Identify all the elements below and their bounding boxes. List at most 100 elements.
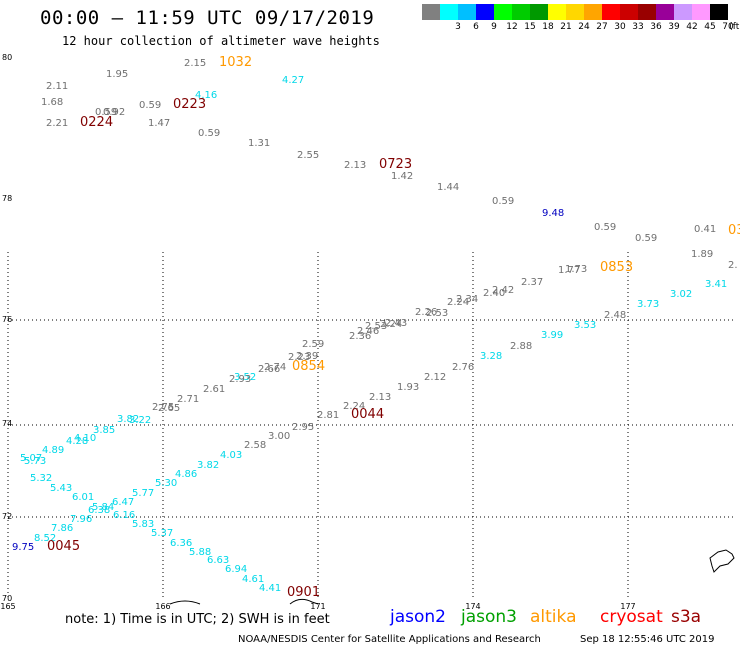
colorbar-swatch — [620, 4, 638, 20]
wave-height-value: 0.59 — [198, 128, 220, 139]
wave-height-value: 2.48 — [604, 310, 626, 321]
colorbar-swatch — [710, 4, 728, 20]
wave-height-value: 2. — [728, 260, 738, 271]
wave-height-value: 4.61 — [242, 574, 264, 585]
observation-time-label: 1032 — [219, 55, 252, 70]
wave-height-value: 4.86 — [175, 469, 197, 480]
wave-height-value: 2.15 — [184, 58, 206, 69]
observation-time-label: 0224 — [80, 115, 113, 130]
wave-height-value: 2.12 — [424, 372, 446, 383]
wave-height-value: 6.38 — [88, 505, 110, 516]
colorbar-label: 15 — [524, 22, 536, 32]
observation-time-label: 0045 — [47, 539, 80, 554]
wave-height-value: 2.95 — [292, 422, 314, 433]
colorbar-label: 70 — [722, 22, 734, 32]
latitude-labels: 80 78 76 74 72 70 — [2, 53, 12, 603]
observation-time-label: 0901 — [287, 585, 320, 600]
latitude-label: 70 — [2, 594, 12, 603]
wave-height-value: 2.37 — [521, 277, 543, 288]
longitude-label: 165 — [0, 602, 15, 611]
wave-height-observations: 2.15 1032 2.11 1.95 4.27 1.68 4.16 0.59 0223 0.59… — [12, 55, 740, 600]
map-gridlines — [7, 252, 736, 600]
wave-height-value: 0.59 — [492, 196, 514, 207]
observation-time-label: 0044 — [351, 407, 384, 422]
legend-cryosat: cryosat — [600, 607, 663, 627]
wave-height-value: 0.59 — [635, 233, 657, 244]
colorbar-swatch — [422, 4, 440, 20]
latitude-label: 78 — [2, 194, 12, 203]
colorbar-label: 36 — [650, 22, 662, 32]
longitude-label: 171 — [310, 602, 325, 611]
longitude-labels: 165 166 171 174 177 — [0, 602, 635, 611]
colorbar-label: 33 — [632, 22, 644, 32]
wave-height-value: 2.71 — [177, 394, 199, 405]
wave-height-value: 4.41 — [259, 583, 281, 594]
wave-height-value: 2.24 — [343, 401, 365, 412]
observation-time-label: 0223 — [173, 97, 206, 112]
wave-height-value: 6.63 — [207, 555, 229, 566]
wave-height-value: 2.59 — [302, 339, 324, 350]
wave-height-value: 8.52 — [34, 533, 56, 544]
wave-height-value: 1.42 — [391, 171, 413, 182]
observation-time-label: 0723 — [379, 157, 412, 172]
colorbar-label: 12 — [506, 22, 518, 32]
coastline-outlines — [169, 549, 735, 605]
wave-height-value: 9.75 — [12, 542, 34, 553]
colorbar-swatch — [494, 4, 512, 20]
wave-height-value: 1.89 — [691, 249, 713, 260]
wave-height-value: 2.24 — [447, 297, 469, 308]
wave-height-value: 0.41 — [694, 224, 716, 235]
wave-height-value: 5.30 — [155, 478, 177, 489]
colorbar-label: 21 — [560, 22, 572, 32]
wave-height-value: 5.77 — [132, 488, 154, 499]
wave-height-value: 5.83 — [132, 519, 154, 530]
wave-height-value: 6.16 — [113, 510, 135, 521]
wave-height-value: 3.85 — [93, 425, 115, 436]
wave-height-value: 2.26 — [415, 307, 437, 318]
wave-height-value: 4.16 — [195, 90, 217, 101]
page-subtitle: 12 hour collection of altimeter wave hei… — [62, 34, 380, 48]
footer-timestamp: Sep 18 12:55:46 UTC 2019 — [580, 634, 715, 645]
colorbar-swatch — [674, 4, 692, 20]
wave-height-value: 1.93 — [397, 382, 419, 393]
colorbar-swatch — [530, 4, 548, 20]
colorbar-label: 24 — [578, 22, 590, 32]
observation-time-label: 0853 — [600, 260, 633, 275]
wave-height-value: 2.23 — [288, 352, 310, 363]
wave-height-value: 7.96 — [70, 514, 92, 525]
colorbar-swatch — [584, 4, 602, 20]
colorbar-swatch — [458, 4, 476, 20]
colorbar-swatch — [512, 4, 530, 20]
colorbar-label: 30 — [614, 22, 626, 32]
wave-height-value: 2.55 — [297, 150, 319, 161]
colorbar-swatch — [476, 4, 494, 20]
wave-height-value: 2.46 — [357, 326, 379, 337]
wave-height-value: 1.44 — [437, 182, 459, 193]
wave-height-value: 1.68 — [41, 97, 63, 108]
wave-height-value: 3.82 — [117, 414, 139, 425]
latitude-label: 80 — [2, 53, 12, 62]
wave-height-value: 5.43 — [50, 483, 72, 494]
wave-height-value: 5.73 — [24, 456, 46, 467]
wave-height-value: 0.59 — [139, 100, 161, 111]
wave-height-value: 4.28 — [66, 436, 88, 447]
colorbar-swatch — [548, 4, 566, 20]
latitude-label: 76 — [2, 315, 12, 324]
colorbar-label: 9 — [491, 22, 497, 32]
wave-height-value: 5.84 — [92, 502, 114, 513]
wave-height-value: 3.82 — [197, 460, 219, 471]
wave-height-value: 6.47 — [112, 497, 134, 508]
wave-height-value: 2.34 — [456, 294, 478, 305]
wave-height-value: 2.21 — [46, 118, 68, 129]
wave-height-value: 6.36 — [170, 538, 192, 549]
wave-height-value: 2.66 — [258, 364, 280, 375]
colorbar-unit-label: (ft) — [729, 22, 740, 32]
wave-height-value: 3.28 — [480, 351, 502, 362]
colorbar-swatch — [602, 4, 620, 20]
colorbar-label: 42 — [686, 22, 698, 32]
legend-s3a: s3a — [671, 607, 702, 627]
wave-height-value: 5.37 — [151, 528, 173, 539]
wave-height-value: 1.73 — [565, 264, 587, 275]
